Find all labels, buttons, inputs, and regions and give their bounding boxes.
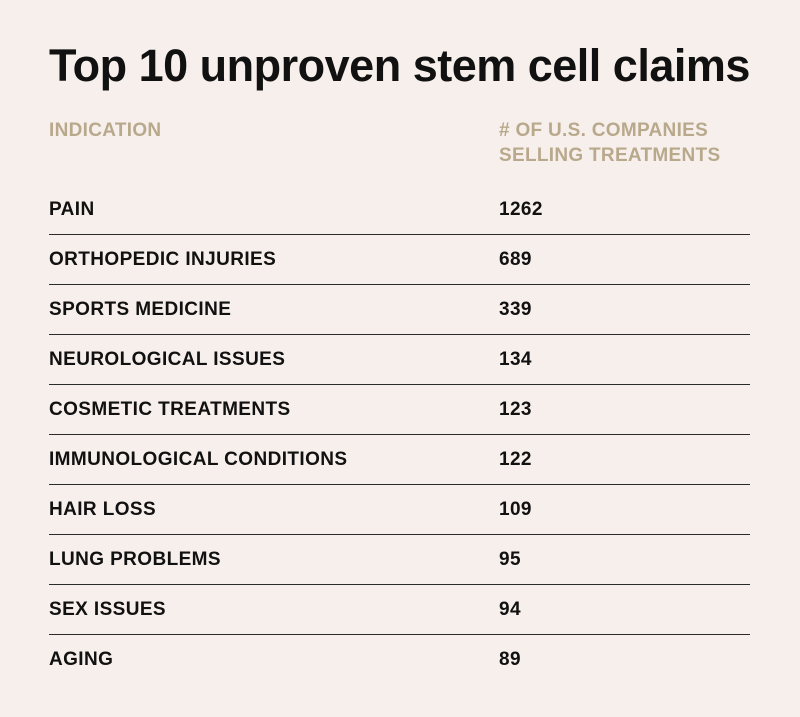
company-count-value: 123 bbox=[499, 399, 532, 420]
column-header-indication: INDICATION bbox=[49, 120, 162, 141]
indication-label: SPORTS MEDICINE bbox=[49, 299, 232, 320]
company-count-value: 94 bbox=[499, 599, 521, 620]
table-row: NEUROLOGICAL ISSUES 134 bbox=[49, 335, 750, 385]
indication-label: IMMUNOLOGICAL CONDITIONS bbox=[49, 449, 348, 470]
column-header-companies-line2: SELLING TREATMENTS bbox=[499, 145, 721, 166]
company-count-value: 89 bbox=[499, 649, 521, 670]
indication-label: NEUROLOGICAL ISSUES bbox=[49, 349, 286, 370]
indication-label: ORTHOPEDIC INJURIES bbox=[49, 249, 277, 270]
table-row: COSMETIC TREATMENTS 123 bbox=[49, 385, 750, 435]
indication-label: COSMETIC TREATMENTS bbox=[49, 399, 291, 420]
table-row: HAIR LOSS 109 bbox=[49, 485, 750, 535]
company-count-value: 95 bbox=[499, 549, 521, 570]
company-count-value: 109 bbox=[499, 499, 532, 520]
table-row: SEX ISSUES 94 bbox=[49, 585, 750, 635]
column-header-companies-line1: # OF U.S. COMPANIES bbox=[499, 120, 709, 141]
indication-label: AGING bbox=[49, 649, 114, 670]
table-row: PAIN 1262 bbox=[49, 185, 750, 235]
table-body: PAIN 1262 ORTHOPEDIC INJURIES 689 SPORTS MED… bbox=[49, 185, 750, 685]
indication-label: LUNG PROBLEMS bbox=[49, 549, 221, 570]
table-row: LUNG PROBLEMS 95 bbox=[49, 535, 750, 585]
company-count-value: 122 bbox=[499, 449, 532, 470]
column-header-companies: # OF U.S. COMPANIES SELLING TREATMENTS bbox=[499, 118, 759, 168]
company-count-value: 689 bbox=[499, 249, 532, 270]
table-row: SPORTS MEDICINE 339 bbox=[49, 285, 750, 335]
indication-label: PAIN bbox=[49, 199, 95, 220]
indication-label: HAIR LOSS bbox=[49, 499, 157, 520]
chart-title: Top 10 unproven stem cell claims bbox=[49, 40, 750, 91]
company-count-value: 339 bbox=[499, 299, 532, 320]
table-row: IMMUNOLOGICAL CONDITIONS 122 bbox=[49, 435, 750, 485]
company-count-value: 134 bbox=[499, 349, 532, 370]
table-row: ORTHOPEDIC INJURIES 689 bbox=[49, 235, 750, 285]
indication-label: SEX ISSUES bbox=[49, 599, 166, 620]
table-row: AGING 89 bbox=[49, 635, 750, 685]
company-count-value: 1262 bbox=[499, 199, 543, 220]
